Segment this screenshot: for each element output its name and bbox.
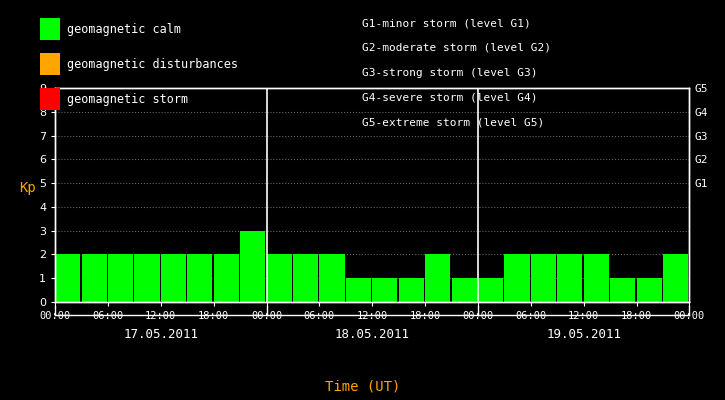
Bar (346, 278, 371, 302)
Bar (610, 278, 635, 302)
Y-axis label: Kp: Kp (20, 181, 36, 195)
Bar (478, 278, 503, 302)
Bar (531, 254, 556, 302)
Bar (214, 254, 239, 302)
Bar (293, 254, 318, 302)
Bar (134, 254, 160, 302)
Bar (689, 278, 715, 302)
Bar (425, 254, 450, 302)
Bar (267, 254, 291, 302)
Text: G1-minor storm (level G1): G1-minor storm (level G1) (362, 18, 531, 28)
Bar (584, 254, 609, 302)
Text: geomagnetic storm: geomagnetic storm (67, 93, 188, 106)
Text: G2-moderate storm (level G2): G2-moderate storm (level G2) (362, 43, 552, 53)
Text: G4-severe storm (level G4): G4-severe storm (level G4) (362, 92, 538, 102)
Bar (505, 254, 529, 302)
Bar (663, 254, 688, 302)
Text: 19.05.2011: 19.05.2011 (546, 328, 621, 341)
Bar (373, 278, 397, 302)
Bar (240, 231, 265, 302)
Bar (637, 278, 662, 302)
Text: geomagnetic calm: geomagnetic calm (67, 22, 181, 36)
Text: 18.05.2011: 18.05.2011 (335, 328, 410, 341)
Text: geomagnetic disturbances: geomagnetic disturbances (67, 58, 239, 71)
Text: 17.05.2011: 17.05.2011 (123, 328, 199, 341)
Text: Time (UT): Time (UT) (325, 379, 400, 393)
Bar (399, 278, 424, 302)
Bar (187, 254, 212, 302)
Text: G5-extreme storm (level G5): G5-extreme storm (level G5) (362, 117, 544, 127)
Bar (320, 254, 344, 302)
Bar (108, 254, 133, 302)
Bar (55, 254, 80, 302)
Bar (452, 278, 477, 302)
Bar (558, 254, 582, 302)
Bar (161, 254, 186, 302)
Text: G3-strong storm (level G3): G3-strong storm (level G3) (362, 68, 538, 78)
Bar (81, 254, 107, 302)
